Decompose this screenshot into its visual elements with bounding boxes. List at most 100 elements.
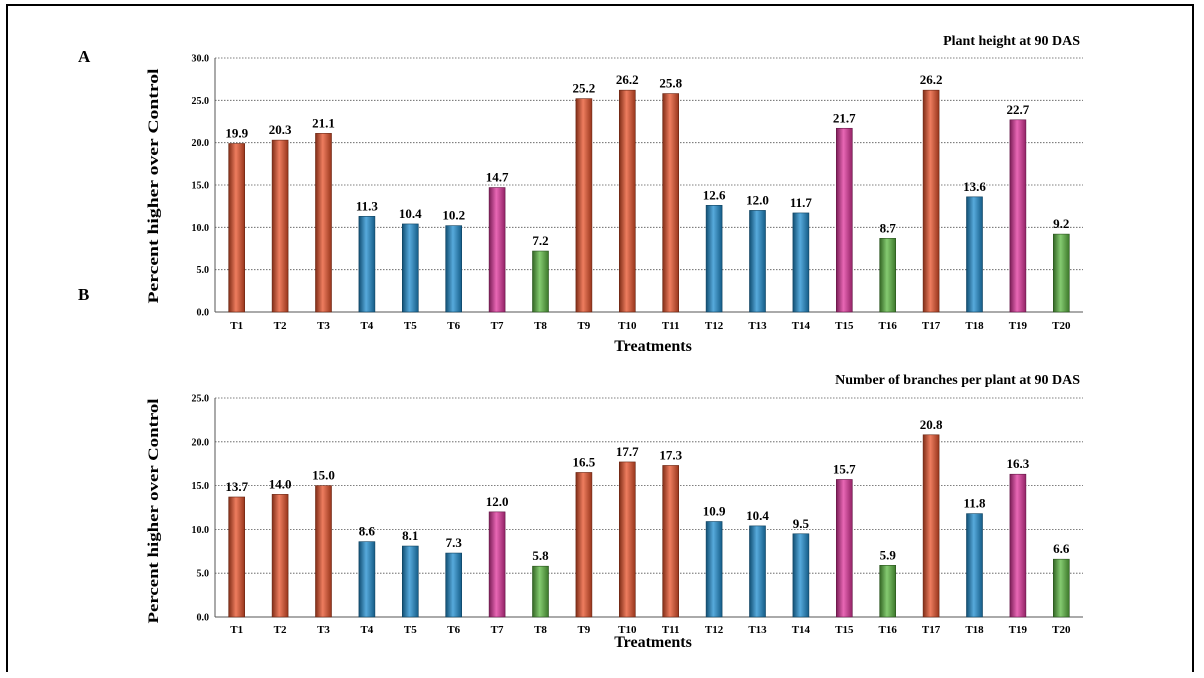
panel-b-bar-t9 bbox=[575, 472, 593, 618]
panel-a-bar-t3 bbox=[315, 133, 332, 313]
panel-b-x-tick-label: T12 bbox=[705, 624, 724, 636]
panel-b-y-tick-label: 25.0 bbox=[192, 394, 210, 405]
panel-b-x-tick-label: T16 bbox=[879, 624, 898, 636]
panel-a-data-label-t18: 13.6 bbox=[963, 179, 986, 194]
panel-a-bar-t18 bbox=[966, 196, 983, 313]
panel-a-bar-t9 bbox=[575, 98, 593, 313]
panel-a-bar-t7 bbox=[488, 187, 506, 313]
panel-a-bar-t4 bbox=[358, 216, 376, 313]
panel-b-bar-t6 bbox=[445, 552, 463, 618]
panel-a-x-tick-label: T11 bbox=[662, 320, 680, 332]
panel-a-x-tick-label: T16 bbox=[879, 320, 898, 332]
panel-b-x-tick-label: T4 bbox=[360, 624, 373, 636]
panel-b-bar-t14 bbox=[792, 533, 810, 618]
panel-b-x-tick-label: T15 bbox=[835, 624, 854, 636]
panel-b-y-axis-label: Percent higher over Control bbox=[146, 399, 162, 624]
panel-b-data-label-t4: 8.6 bbox=[359, 524, 376, 539]
panel-a-data-label-t12: 12.6 bbox=[703, 187, 726, 202]
panel-b-data-label-t1: 13.7 bbox=[225, 479, 248, 494]
panel-a-y-tick-label: 5.0 bbox=[197, 265, 210, 276]
panel-a-bar-t12 bbox=[705, 205, 723, 313]
panel-b-letter: B bbox=[78, 285, 89, 304]
panel-a-bar-t14 bbox=[792, 212, 810, 313]
panel-b-y-tick-label: 5.0 bbox=[197, 569, 210, 580]
panel-b-x-tick-label: T13 bbox=[748, 624, 767, 636]
panel-b-data-label-t11: 17.3 bbox=[659, 447, 682, 462]
panel-b-x-tick-label: T9 bbox=[577, 624, 590, 636]
panel-b-data-label-t18: 11.8 bbox=[963, 496, 986, 511]
panel-b-bar-t4 bbox=[358, 541, 376, 618]
panel-a-bar-t11 bbox=[662, 93, 680, 313]
panel-a-data-label-t10: 26.2 bbox=[616, 72, 639, 87]
panel-a-data-label-t7: 14.7 bbox=[486, 170, 509, 185]
panel-a-data-label-t3: 21.1 bbox=[312, 115, 335, 130]
panel-b-data-label-t2: 14.0 bbox=[269, 476, 292, 491]
panel-b-y-tick-label: 15.0 bbox=[192, 481, 210, 492]
panel-b-data-label-t8: 5.8 bbox=[532, 548, 549, 563]
panel-a-bar-t10 bbox=[618, 89, 636, 313]
panel-b-data-label-t13: 10.4 bbox=[746, 508, 769, 523]
panel-b-title: Number of branches per plant at 90 DAS bbox=[835, 373, 1080, 388]
panel-b-bar-t3 bbox=[315, 485, 332, 618]
panel-b-y-tick-label: 20.0 bbox=[192, 437, 210, 448]
panel-a-bar-t1 bbox=[228, 143, 245, 313]
panel-b-x-tick-label: T8 bbox=[534, 624, 547, 636]
panel-a-x-tick-label: T4 bbox=[360, 320, 373, 332]
panel-a-bar-t15 bbox=[835, 127, 853, 313]
panel-a-bar-t6 bbox=[445, 225, 463, 313]
panel-b-bar-t7 bbox=[488, 511, 506, 618]
panel-a-x-tick-label: T10 bbox=[618, 320, 637, 332]
panel-a-x-tick-label: T9 bbox=[577, 320, 590, 332]
panel-b-bar-t20 bbox=[1053, 558, 1070, 618]
panel-a-data-label-t1: 19.9 bbox=[225, 126, 248, 141]
panel-a-data-label-t2: 20.3 bbox=[269, 122, 292, 137]
panel-b-bar-t8 bbox=[532, 565, 549, 618]
panel-a-x-tick-label: T15 bbox=[835, 320, 854, 332]
panel-a-data-label-t4: 11.3 bbox=[356, 198, 379, 213]
panel-b-y-tick-label: 0.0 bbox=[197, 613, 210, 624]
panel-b-data-label-t19: 16.3 bbox=[1007, 456, 1030, 471]
panel-a-x-tick-label: T7 bbox=[491, 320, 504, 332]
panel-b-bar-t5 bbox=[401, 545, 419, 618]
panel-b-bar-t15 bbox=[835, 479, 853, 618]
panel-b-data-label-t7: 12.0 bbox=[486, 494, 509, 509]
panel-a-x-tick-label: T5 bbox=[404, 320, 417, 332]
panel-a-data-label-t9: 25.2 bbox=[573, 81, 596, 96]
panel-b-bar-t10 bbox=[618, 461, 636, 618]
panel-a-y-axis-label: Percent higher over Control bbox=[146, 69, 162, 304]
panel-b-data-label-t10: 17.7 bbox=[616, 444, 639, 459]
panel-a-x-tick-label: T18 bbox=[965, 320, 984, 332]
panel-b-data-label-t17: 20.8 bbox=[920, 417, 943, 432]
panel-a-data-label-t11: 25.8 bbox=[659, 76, 682, 91]
panel-a-x-tick-label: T3 bbox=[317, 320, 330, 332]
panel-a-y-tick-label: 25.0 bbox=[192, 96, 210, 107]
panel-a-x-tick-label: T20 bbox=[1052, 320, 1071, 332]
panel-a-bar-t19 bbox=[1009, 119, 1027, 313]
figure-frame bbox=[6, 4, 1194, 672]
panel-b-data-label-t9: 16.5 bbox=[573, 454, 596, 469]
panel-a-y-tick-label: 30.0 bbox=[192, 54, 210, 65]
panel-a-bar-t5 bbox=[401, 223, 419, 313]
panel-a-data-label-t15: 21.7 bbox=[833, 110, 856, 125]
panel-a-data-label-t20: 9.2 bbox=[1053, 216, 1069, 231]
panel-a-y-tick-label: 10.0 bbox=[192, 223, 210, 234]
panel-b-x-tick-label: T6 bbox=[447, 624, 460, 636]
panel-a-data-label-t19: 22.7 bbox=[1007, 102, 1030, 117]
panel-b-bar-t19 bbox=[1009, 473, 1027, 618]
panel-b-x-tick-label: T11 bbox=[662, 624, 680, 636]
panel-a-bar-t8 bbox=[532, 250, 549, 313]
panel-a-x-tick-label: T13 bbox=[748, 320, 767, 332]
panel-b-data-label-t6: 7.3 bbox=[446, 535, 463, 550]
panel-a-bar-t20 bbox=[1053, 233, 1070, 313]
panel-b-data-label-t12: 10.9 bbox=[703, 504, 726, 519]
panel-b-x-tick-label: T18 bbox=[965, 624, 984, 636]
panel-a-x-tick-label: T6 bbox=[447, 320, 460, 332]
panel-a-y-tick-label: 20.0 bbox=[192, 138, 210, 149]
panel-a-x-tick-label: T2 bbox=[274, 320, 287, 332]
panel-b-x-tick-label: T17 bbox=[922, 624, 941, 636]
panel-b-x-tick-label: T5 bbox=[404, 624, 417, 636]
panel-a-title: Plant height at 90 DAS bbox=[943, 34, 1080, 49]
panel-b-data-label-t3: 15.0 bbox=[312, 468, 335, 483]
panel-a-y-tick-label: 0.0 bbox=[197, 308, 210, 319]
